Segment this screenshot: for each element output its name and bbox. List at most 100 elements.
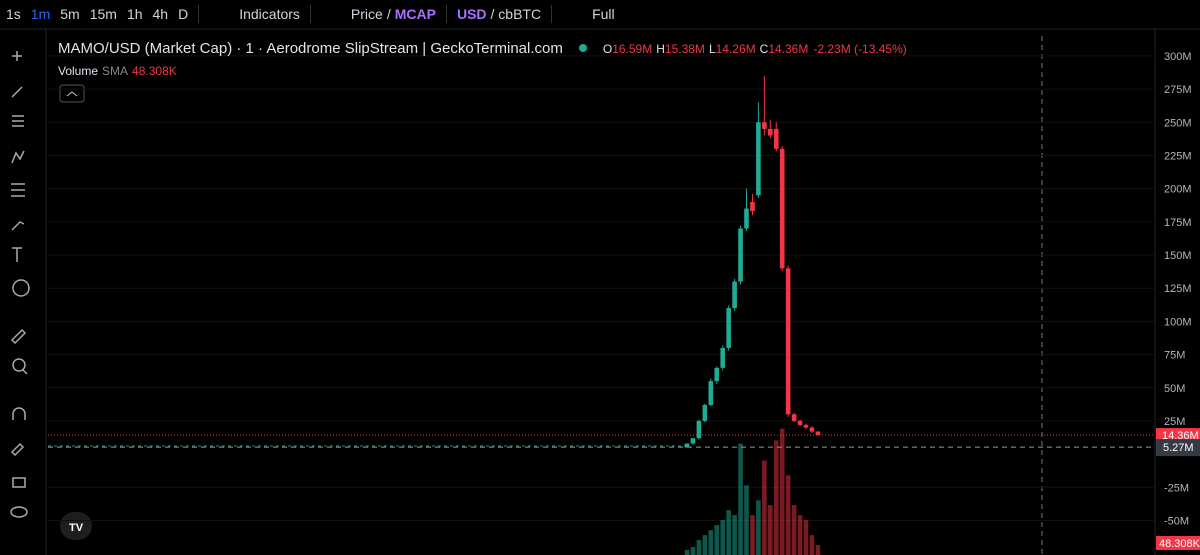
- separator: [551, 5, 553, 23]
- candle-body: [756, 122, 761, 196]
- y-tick-label: 200M: [1164, 184, 1192, 196]
- candle-body: [762, 122, 767, 129]
- volume-bar: [785, 475, 791, 555]
- volume-bar: [732, 515, 737, 555]
- ohlc-value: 15.38M: [664, 42, 705, 56]
- candle-body: [744, 208, 749, 229]
- interval-button[interactable]: 1h: [126, 6, 143, 22]
- indicators-button[interactable]: Indicators: [239, 6, 300, 22]
- volume-bar: [779, 428, 785, 555]
- candle-body: [702, 405, 708, 421]
- volume-bar: [720, 520, 725, 555]
- volume-label: 48.308K: [1159, 538, 1200, 550]
- candle-body: [809, 427, 815, 432]
- svg-text:TV: TV: [69, 522, 84, 534]
- interval-button[interactable]: 1m: [30, 6, 51, 22]
- volume-bar: [708, 530, 714, 555]
- volume-title: Volume: [58, 64, 99, 78]
- drawing-tools[interactable]: [10, 51, 30, 518]
- y-tick-label: 275M: [1164, 84, 1192, 96]
- volume-bar: [803, 520, 809, 555]
- volume-box: [1156, 536, 1200, 550]
- crosshair-box: [1156, 439, 1200, 457]
- volume-bar: [690, 547, 696, 555]
- separator: [445, 5, 447, 23]
- candle-body: [803, 424, 809, 428]
- candle-body: [720, 347, 725, 368]
- candle-body: [714, 367, 720, 382]
- y-tick-label: -25M: [1164, 482, 1189, 494]
- volume-bar: [809, 535, 815, 555]
- sma: SMA: [102, 64, 129, 78]
- volume-bar: [768, 505, 773, 555]
- y-tick-label: 50M: [1164, 383, 1185, 395]
- volume-bar: [702, 535, 708, 555]
- y-tick-label: 25M: [1164, 416, 1185, 428]
- candle-body: [738, 228, 743, 282]
- ohlc-key: O: [602, 42, 613, 56]
- y-tick-label: 150M: [1164, 250, 1192, 262]
- cbbtc-button[interactable]: / cbBTC: [490, 6, 542, 22]
- volume-bar: [773, 440, 779, 555]
- candle-body: [708, 381, 714, 406]
- volume-bar: [815, 544, 821, 555]
- ohlc-key: H: [656, 42, 665, 56]
- candle-body: [773, 128, 779, 149]
- y-tick-label: -50M: [1164, 515, 1189, 527]
- candle-body: [732, 281, 737, 309]
- full-button[interactable]: Full: [592, 6, 615, 22]
- y-tick-label: 175M: [1164, 217, 1192, 229]
- usd-button[interactable]: USD: [456, 6, 487, 22]
- crosshair-label: 5.27M: [1163, 442, 1194, 454]
- candle-body: [684, 443, 690, 448]
- volume-bar: [762, 460, 767, 555]
- y-tick-label: 225M: [1164, 150, 1192, 162]
- sma-value: 48.308K: [132, 64, 177, 78]
- volume-bar: [726, 510, 731, 555]
- interval-button[interactable]: 1s: [6, 6, 21, 22]
- change: -2.23M (-13.45%): [813, 42, 907, 56]
- toolbar: 1s 1m 5m 15m 1h 4h D Indicators Price / MCAP USD / c…: [0, 0, 1200, 28]
- volume-bar: [684, 549, 690, 555]
- y-tick-label: 100M: [1164, 316, 1192, 328]
- volume-bar: [756, 500, 761, 555]
- separator: [309, 5, 311, 23]
- interval-button[interactable]: 15m: [89, 6, 117, 22]
- ohlc-value: 14.26M: [715, 42, 756, 56]
- candle-body: [815, 431, 821, 436]
- candle-body: [785, 268, 791, 415]
- candle-body: [696, 420, 702, 439]
- candle-body: [779, 148, 785, 269]
- volume-bar: [797, 515, 803, 555]
- interval-button[interactable]: 4h: [152, 6, 169, 22]
- candle-body: [791, 414, 797, 421]
- y-tick-label: 75M: [1164, 350, 1185, 362]
- volume-bar: [791, 505, 797, 555]
- interval-button[interactable]: D: [178, 6, 189, 22]
- volume-bar: [696, 539, 702, 555]
- volume-legend: Volume SMA 48.308K: [58, 64, 177, 78]
- y-tick-label: 125M: [1164, 283, 1192, 295]
- y-tick-label: 250M: [1164, 117, 1192, 129]
- price-button[interactable]: Price: [350, 6, 383, 22]
- ohlc-value: 16.59M: [612, 42, 653, 56]
- candle-body: [750, 201, 755, 212]
- ohlc-key: C: [759, 42, 769, 56]
- volume-bar: [738, 443, 743, 555]
- interval-button[interactable]: 5m: [60, 6, 80, 22]
- ohlc-key: L: [708, 42, 716, 56]
- candle-body: [726, 308, 731, 348]
- volume-bar: [714, 525, 720, 555]
- volume-bar: [750, 515, 755, 555]
- candle-body: [690, 438, 696, 444]
- volume-bar: [744, 485, 749, 555]
- last-price-label: 14.36M: [1162, 430, 1199, 442]
- legend-title: MAMO/USD (Market Cap) · 1 · Aerodrome Sl…: [58, 40, 563, 57]
- slash: /: [386, 6, 391, 22]
- legend: MAMO/USD (Market Cap) · 1 · Aerodrome Sl…: [58, 40, 907, 57]
- mcap-button[interactable]: MCAP: [394, 6, 436, 22]
- y-tick-label: 300M: [1164, 51, 1192, 63]
- separator: [198, 5, 200, 23]
